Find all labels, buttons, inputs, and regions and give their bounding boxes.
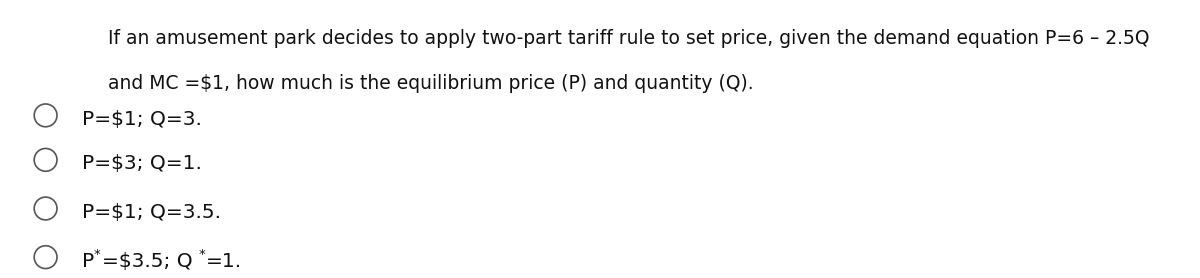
Text: *: * [198, 248, 205, 261]
Text: and MC =$1, how much is the equilibrium price (P) and quantity (Q).: and MC =$1, how much is the equilibrium … [108, 74, 754, 93]
Text: =1.: =1. [206, 252, 242, 270]
Text: P=$3; Q=1.: P=$3; Q=1. [82, 154, 202, 173]
Text: P=$1; Q=3.5.: P=$1; Q=3.5. [82, 203, 221, 222]
Text: =$3.5; Q: =$3.5; Q [102, 252, 192, 270]
Text: *: * [94, 248, 101, 261]
Text: If an amusement park decides to apply two-part tariff rule to set price, given t: If an amusement park decides to apply tw… [108, 29, 1150, 48]
Text: P: P [82, 252, 94, 270]
Text: P=$1; Q=3.: P=$1; Q=3. [82, 110, 202, 129]
